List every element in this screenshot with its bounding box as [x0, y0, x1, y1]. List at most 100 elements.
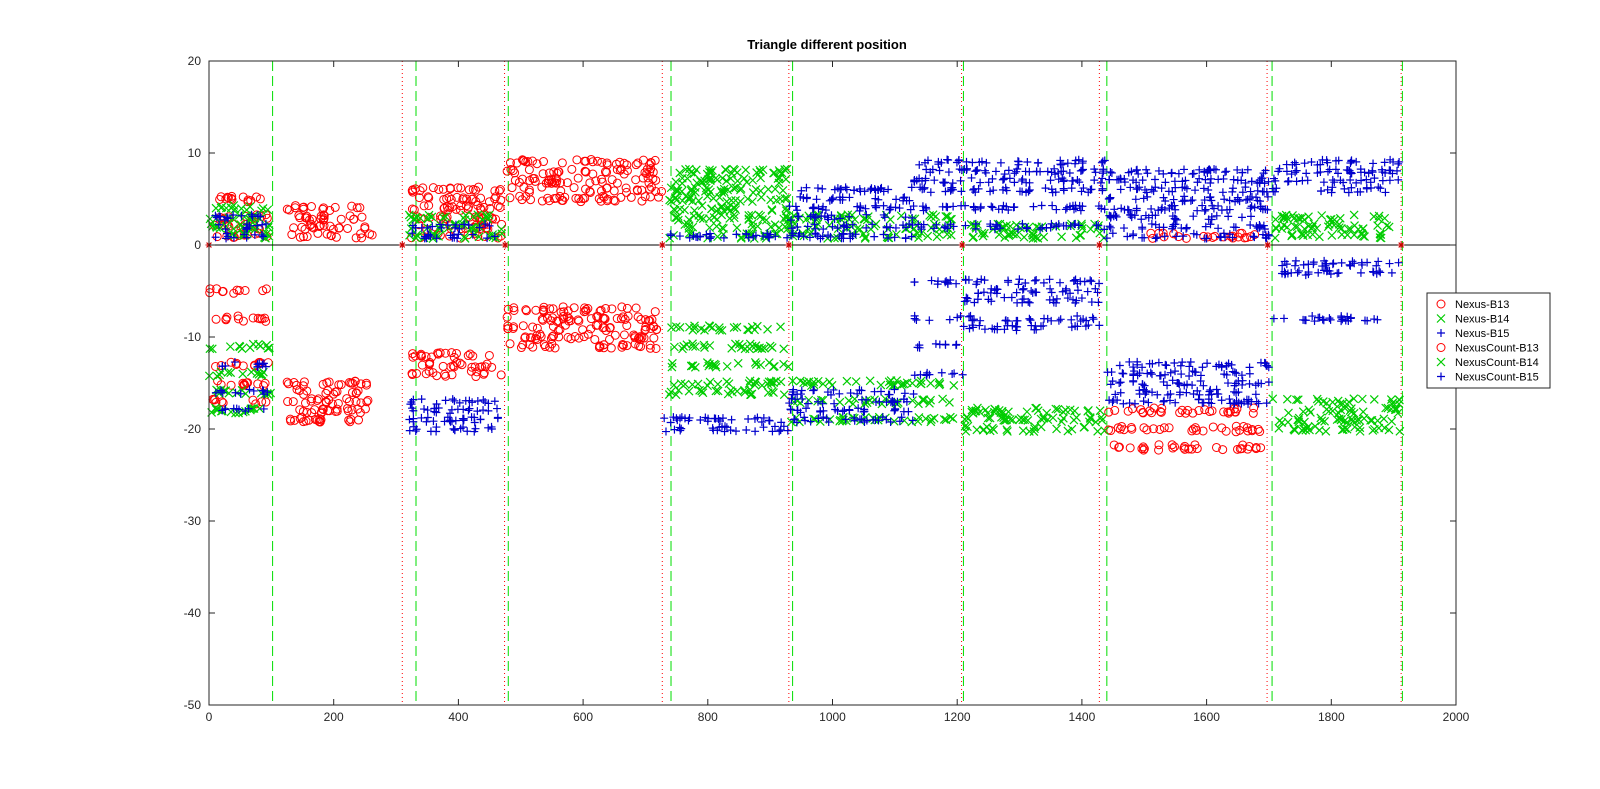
data-point	[873, 185, 882, 194]
data-point	[1159, 223, 1168, 232]
data-point	[948, 370, 957, 379]
data-point	[943, 212, 952, 221]
data-point	[1188, 408, 1198, 418]
data-point	[1194, 406, 1204, 416]
data-point	[1079, 184, 1088, 193]
data-point	[986, 288, 995, 297]
data-point	[326, 231, 336, 241]
data-point	[1242, 423, 1252, 433]
data-point	[1153, 233, 1162, 242]
data-point	[645, 343, 655, 353]
data-point	[993, 325, 1002, 334]
data-point	[343, 223, 353, 233]
data-point	[1154, 166, 1163, 175]
data-point	[797, 386, 806, 395]
data-point	[1393, 166, 1401, 175]
data-point	[524, 185, 534, 195]
data-point	[1271, 215, 1281, 224]
data-point	[1105, 222, 1114, 231]
data-point	[1278, 261, 1287, 270]
data-point	[1005, 415, 1015, 424]
data-point	[666, 387, 676, 397]
data-point	[216, 192, 226, 202]
data-point	[669, 413, 678, 422]
data-point	[581, 156, 591, 166]
data-point	[766, 379, 776, 388]
data-point	[1282, 167, 1291, 176]
data-point	[546, 334, 556, 344]
y-tick-label: -50	[184, 698, 202, 712]
data-point	[1105, 175, 1114, 184]
x-tick-label: 0	[206, 710, 213, 724]
data-point	[597, 177, 607, 187]
data-point	[890, 381, 900, 390]
data-point	[740, 387, 750, 397]
data-point	[1199, 184, 1208, 193]
data-point	[1047, 168, 1056, 177]
data-point	[983, 413, 993, 423]
data-point	[673, 215, 683, 225]
data-point	[1247, 202, 1256, 211]
data-point	[779, 344, 789, 354]
data-point	[684, 215, 694, 225]
data-point	[1207, 406, 1217, 416]
data-point	[839, 230, 848, 239]
data-point	[1073, 175, 1082, 184]
data-point	[1159, 423, 1169, 433]
data-point	[560, 320, 570, 330]
data-point	[1303, 176, 1312, 185]
data-point	[998, 185, 1007, 194]
data-point	[576, 197, 586, 207]
data-point	[230, 358, 239, 367]
data-point	[969, 220, 979, 230]
data-point	[1374, 257, 1383, 266]
data-point	[991, 167, 1000, 176]
data-point	[255, 404, 265, 413]
data-point	[776, 322, 785, 332]
data-point	[1104, 194, 1113, 203]
data-point	[1075, 178, 1084, 187]
data-point	[579, 307, 589, 317]
data-point	[774, 166, 784, 175]
data-point	[767, 206, 777, 216]
data-point	[223, 214, 232, 223]
data-point	[671, 390, 681, 400]
data-point	[572, 155, 582, 165]
data-point	[926, 378, 936, 388]
data-point	[1182, 184, 1191, 193]
data-point	[700, 325, 709, 335]
data-point	[463, 427, 472, 436]
data-point	[1164, 187, 1173, 196]
data-point	[985, 426, 995, 436]
data-point	[1168, 376, 1177, 385]
data-point	[592, 311, 602, 321]
legend-label: NexusCount-B13	[1455, 343, 1539, 355]
data-point	[484, 399, 493, 408]
data-point	[862, 223, 871, 232]
data-point	[1186, 358, 1195, 367]
data-point	[1046, 284, 1055, 293]
data-point	[347, 405, 357, 415]
data-point	[446, 409, 455, 418]
data-point	[590, 334, 600, 344]
data-point	[618, 339, 628, 349]
data-point	[966, 311, 975, 320]
data-point	[1359, 413, 1369, 423]
data-point	[1387, 416, 1397, 426]
data-point	[866, 185, 875, 194]
legend-marker	[1437, 329, 1445, 337]
data-point	[412, 425, 421, 434]
data-point	[470, 418, 479, 427]
data-point	[1305, 425, 1314, 435]
data-point	[1070, 205, 1078, 214]
data-point	[325, 221, 335, 231]
data-point	[958, 370, 967, 379]
data-point	[896, 211, 906, 221]
data-point	[713, 232, 723, 242]
data-point	[1232, 379, 1241, 388]
data-point	[505, 158, 515, 168]
data-point	[785, 399, 794, 408]
data-point	[910, 277, 919, 286]
data-point	[525, 340, 535, 350]
x-tick-label: 1800	[1318, 710, 1345, 724]
